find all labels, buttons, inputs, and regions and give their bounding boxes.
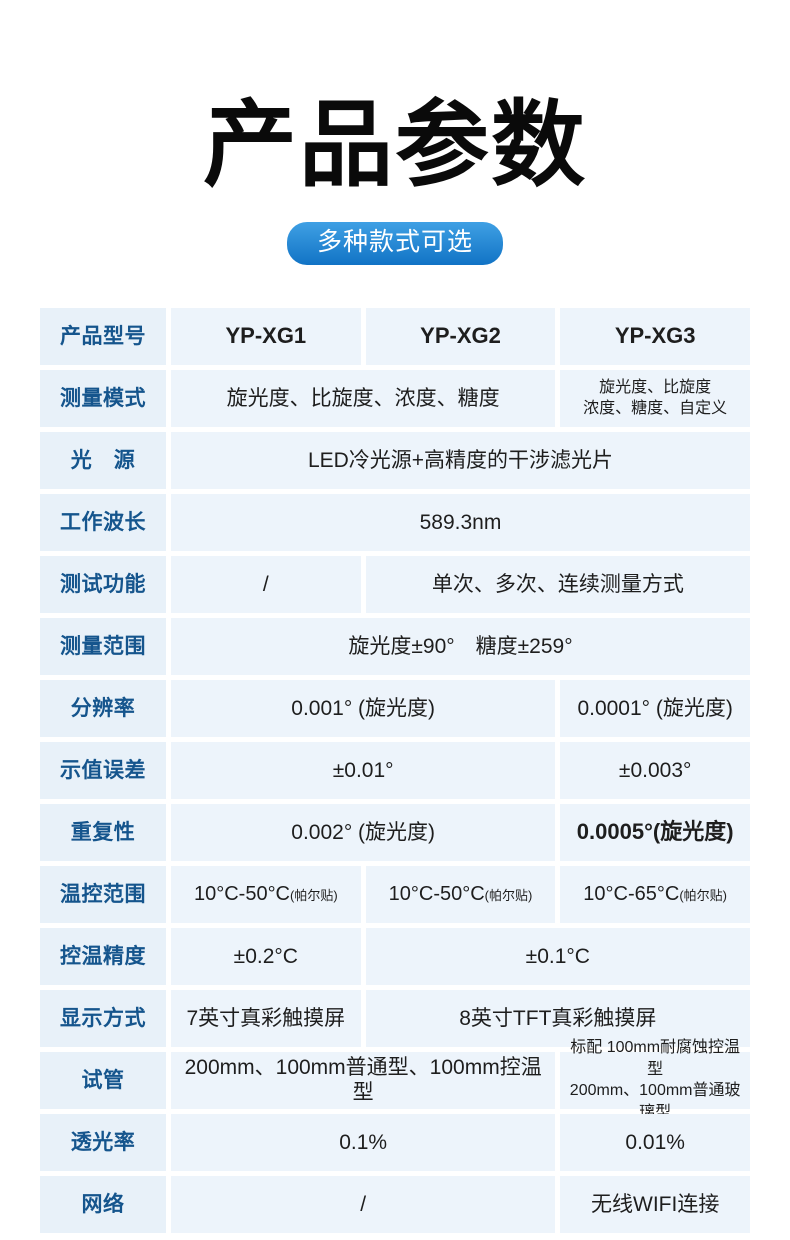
spec-label-cell: 示值误差 [40, 741, 166, 799]
spec-value-cell: 无线WIFI连接 [560, 1175, 750, 1233]
spec-value-cell: 7英寸真彩触摸屏 [171, 989, 361, 1047]
spec-value-cell: 10°C-65°C(帕尔贴) [560, 865, 750, 923]
spec-value-cell: 10°C-50°C(帕尔贴) [365, 865, 556, 923]
spec-value-cell: 单次、多次、连续测量方式 [365, 555, 750, 613]
spec-label-cell: 试管 [40, 1051, 166, 1109]
spec-label-cell: 显示方式 [40, 989, 166, 1047]
spec-value-text: 10°C-50°C(帕尔贴) [193, 883, 338, 906]
spec-value-cell: / [171, 1175, 556, 1233]
spec-value-cell: 8英寸TFT真彩触摸屏 [365, 989, 750, 1047]
spec-label-cell: 网络 [40, 1175, 166, 1233]
spec-label-cell: 控温精度 [40, 927, 166, 985]
spec-value-cell: ±0.01° [171, 741, 556, 799]
spec-value-cell: YP-XG3 [560, 307, 750, 365]
page-title: 产品参数 [202, 94, 587, 198]
spec-value-cell: 0.0005°(旋光度) [560, 803, 750, 861]
style-options-badge-label: 多种款式可选 [316, 228, 473, 257]
spec-value-cell: 旋光度、比旋度、浓度、糖度 [171, 369, 556, 427]
spec-label-cell: 温控范围 [40, 865, 166, 923]
spec-value-cell: / [171, 555, 361, 613]
spec-label-cell: 光 源 [40, 431, 166, 489]
spec-value-line: 标配 100mm耐腐蚀控温型 [570, 1038, 741, 1078]
spec-value-cell: LED冷光源+高精度的干涉滤光片 [171, 431, 750, 489]
spec-value-cell: 旋光度、比旋度 浓度、糖度、自定义 [560, 369, 750, 427]
spec-value-cell: ±0.2°C [171, 927, 361, 985]
spec-label-cell: 测量模式 [40, 369, 166, 427]
spec-value-cell: 0.01% [560, 1113, 750, 1171]
spec-value-cell: YP-XG1 [171, 307, 361, 365]
spec-value-suffix: (帕尔贴) [484, 888, 533, 904]
spec-value-cell: 0.002° (旋光度) [171, 803, 556, 861]
spec-value-line: 浓度、糖度、自定义 [583, 400, 728, 418]
spec-value-cell: 旋光度±90° 糖度±259° [171, 617, 750, 675]
spec-value-cell: 10°C-50°C(帕尔贴) [171, 865, 361, 923]
spec-value-text: 10°C-65°C(帕尔贴) [583, 883, 728, 906]
spec-label-cell: 重复性 [40, 803, 166, 861]
spec-value-cell: 0.1% [171, 1113, 556, 1171]
style-options-badge: 多种款式可选 [286, 222, 503, 265]
spec-value-suffix: (帕尔贴) [290, 888, 338, 904]
spec-value-cell: YP-XG2 [365, 307, 556, 365]
spec-value-cell: 标配 100mm耐腐蚀控温型 200mm、100mm普通玻璃型 [560, 1039, 750, 1121]
spec-label-cell: 产品型号 [40, 307, 166, 365]
spec-value-line: 旋光度、比旋度 [599, 378, 712, 396]
spec-value-cell: 589.3nm [171, 493, 750, 551]
spec-label-cell: 测量范围 [40, 617, 166, 675]
spec-value-cell: 200mm、100mm普通型、100mm控温型 [171, 1051, 556, 1109]
spec-label-cell: 分辨率 [40, 679, 166, 737]
spec-table: 产品型号 YP-XG1 YP-XG2 YP-XG3 测量模式 旋光度、比旋度、浓度、糖度旋… [40, 307, 750, 1233]
spec-value-cell: 0.001° (旋光度) [171, 679, 556, 737]
spec-value-text: 10°C-50°C(帕尔贴) [388, 883, 533, 906]
spec-label-cell: 透光率 [40, 1113, 166, 1171]
spec-label-cell: 测试功能 [40, 555, 166, 613]
spec-label-cell: 工作波长 [40, 493, 166, 551]
spec-value-cell: 0.0001° (旋光度) [560, 679, 750, 737]
spec-value-cell: ±0.003° [560, 741, 750, 799]
spec-value-cell: ±0.1°C [365, 927, 750, 985]
spec-value-suffix: (帕尔贴) [679, 888, 728, 904]
